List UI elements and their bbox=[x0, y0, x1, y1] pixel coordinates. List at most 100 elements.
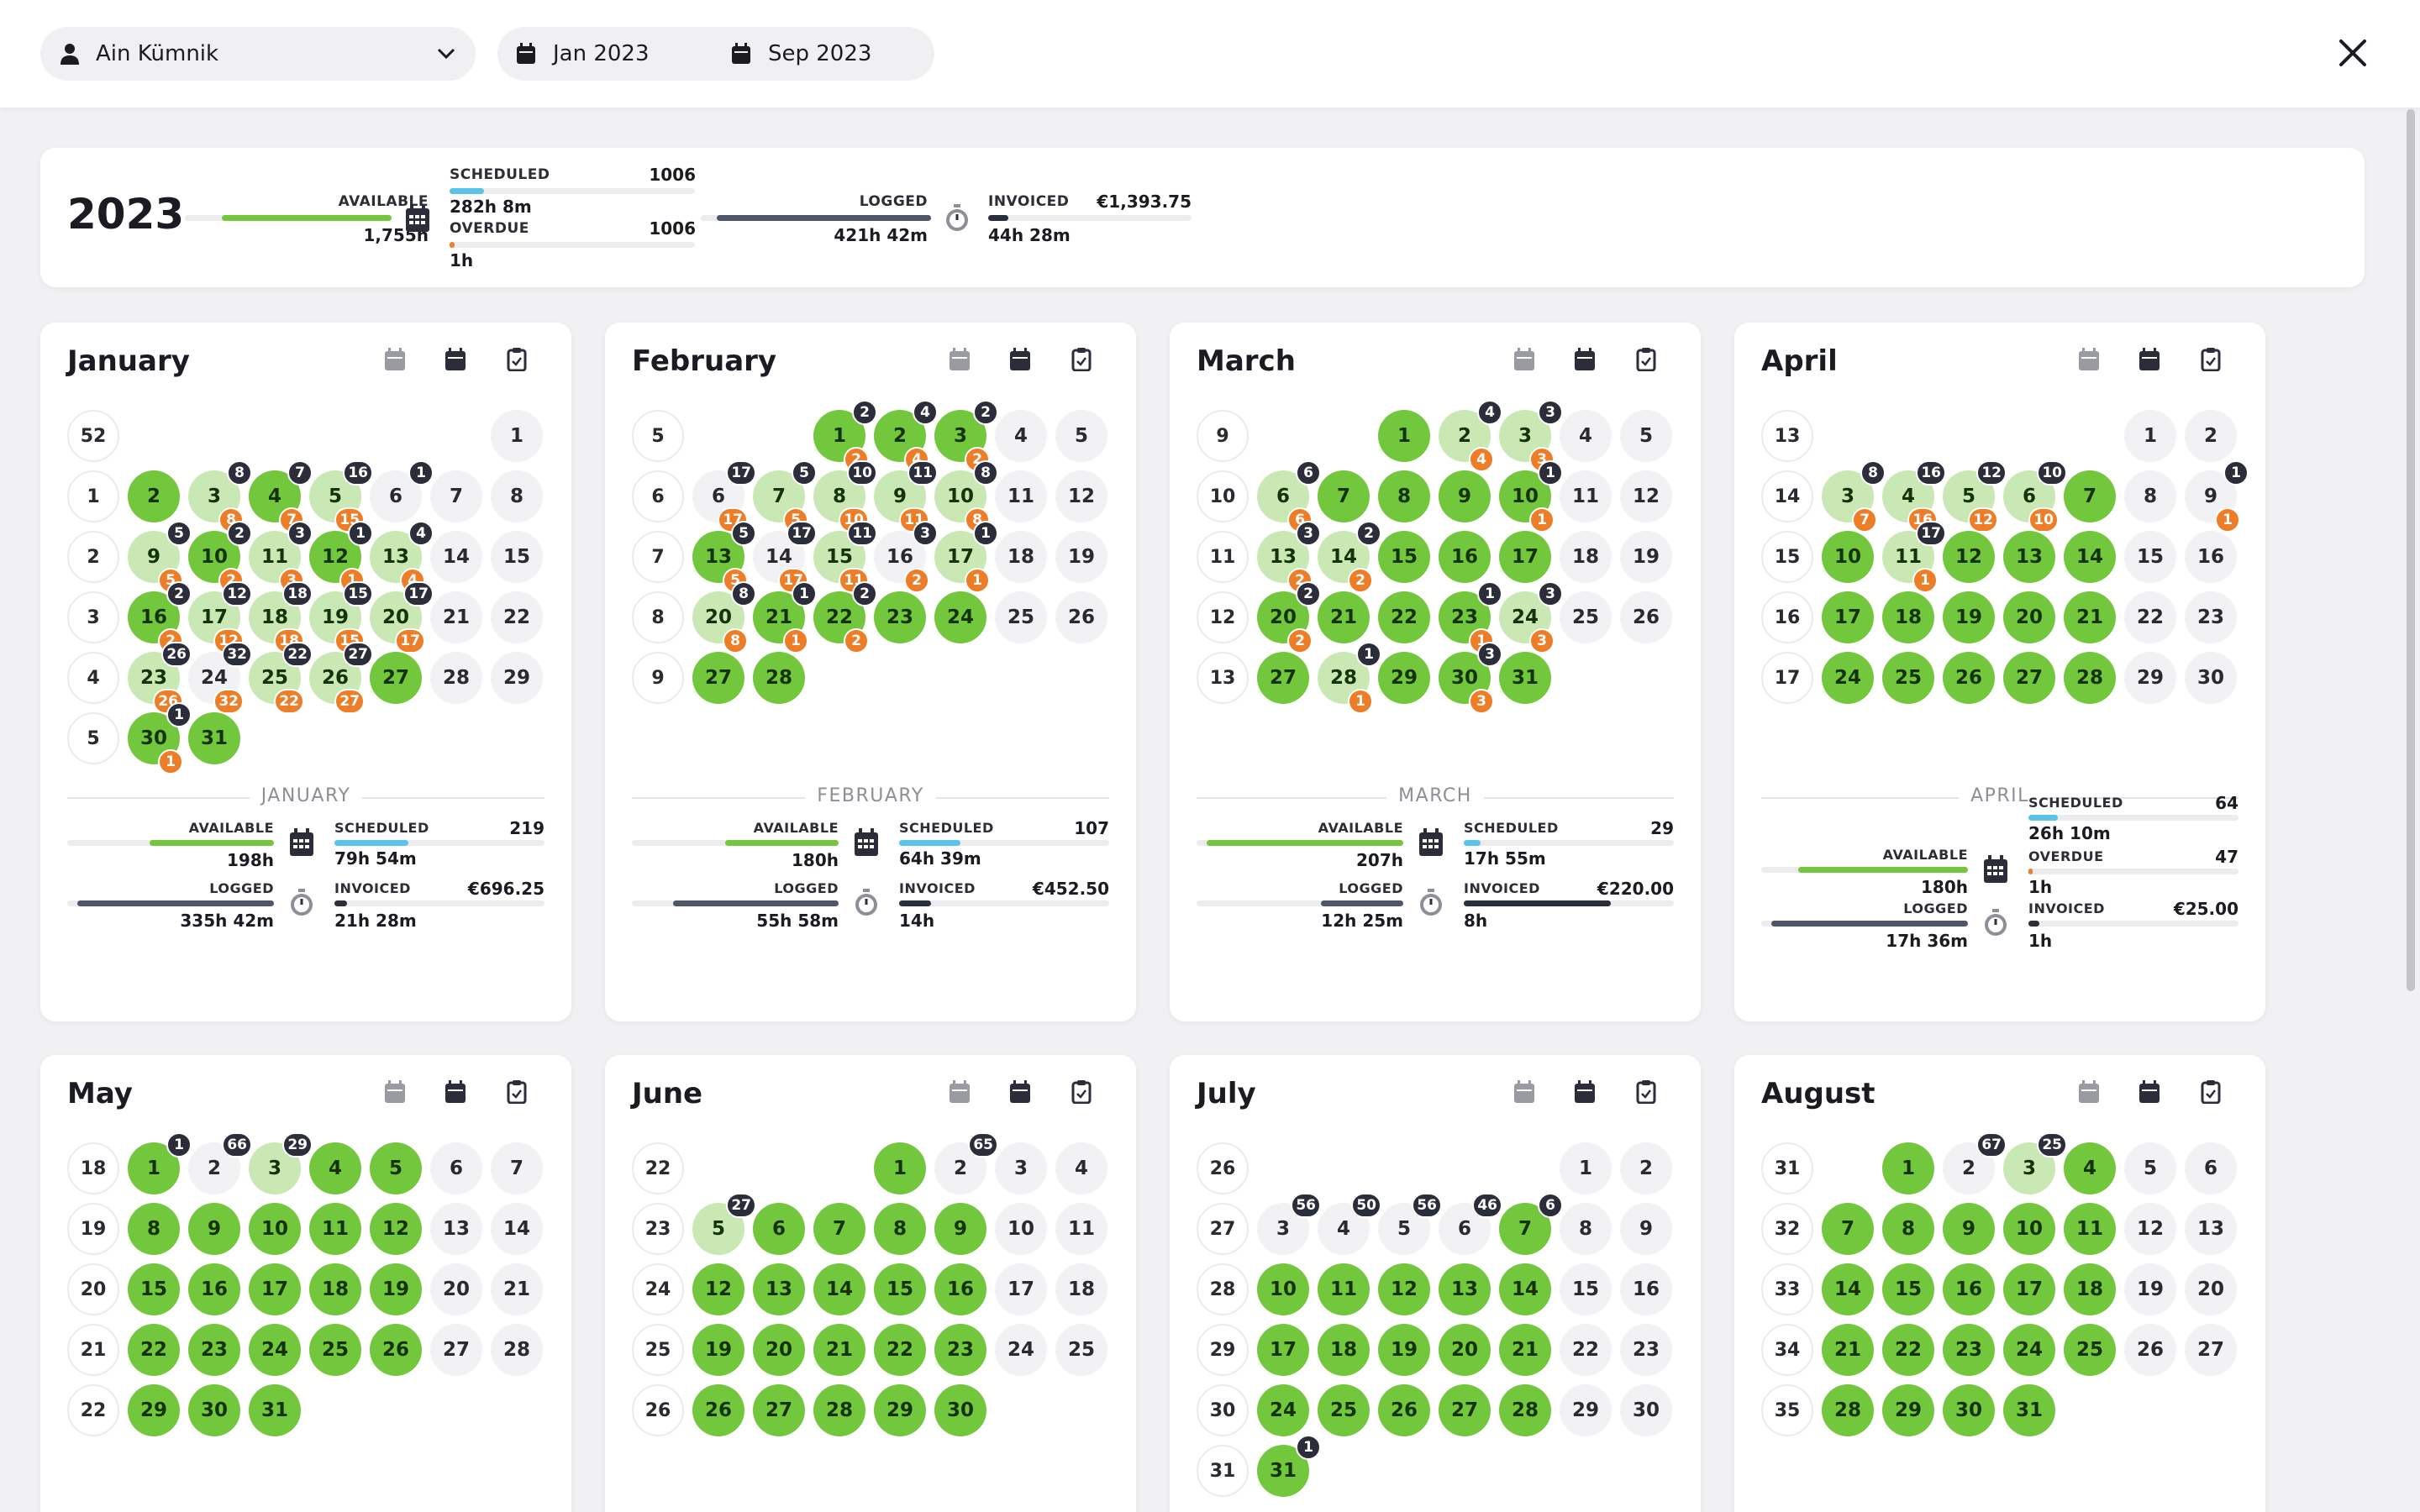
day-cell[interactable]: 22 bbox=[874, 1324, 926, 1376]
day-cell[interactable]: 4 bbox=[1055, 1142, 1107, 1194]
day-cell[interactable]: 17 bbox=[995, 1263, 1047, 1315]
day-cell[interactable]: 7 bbox=[813, 1203, 865, 1255]
day-cell[interactable]: 12 bbox=[692, 1263, 744, 1315]
day-cell[interactable]: 23 bbox=[934, 1324, 986, 1376]
day-cell[interactable]: 29 bbox=[1882, 1384, 1934, 1436]
day-cell[interactable]: 5 27 bbox=[692, 1193, 756, 1255]
day-cell[interactable]: 10 bbox=[1822, 531, 1874, 583]
day-cell[interactable]: 12 bbox=[370, 1203, 422, 1255]
day-cell[interactable]: 18 bbox=[1882, 591, 1934, 643]
day-cell[interactable]: 30 bbox=[1620, 1384, 1672, 1436]
day-cell[interactable]: 8 bbox=[491, 470, 543, 522]
calendar-outline-icon[interactable] bbox=[1513, 1080, 1535, 1104]
day-cell[interactable]: 5 bbox=[370, 1142, 422, 1194]
day-cell[interactable]: 2 67 bbox=[1943, 1132, 2007, 1194]
day-cell[interactable]: 25 bbox=[1055, 1324, 1107, 1376]
day-cell[interactable]: 14 bbox=[1822, 1263, 1874, 1315]
day-cell[interactable]: 15 bbox=[1882, 1263, 1934, 1315]
day-cell[interactable]: 22 bbox=[2124, 591, 2176, 643]
day-cell[interactable]: 20 2 2 bbox=[1257, 581, 1321, 654]
day-cell[interactable]: 16 bbox=[1943, 1263, 1995, 1315]
day-cell[interactable]: 29 bbox=[491, 652, 543, 704]
day-cell[interactable]: 14 bbox=[1499, 1263, 1551, 1315]
day-cell[interactable]: 6 10 10 bbox=[2003, 460, 2067, 533]
day-cell[interactable]: 11 bbox=[1055, 1203, 1107, 1255]
day-cell[interactable]: 2 65 bbox=[934, 1132, 998, 1194]
day-cell[interactable]: 12 1 1 bbox=[309, 521, 373, 593]
day-cell[interactable]: 5 bbox=[1055, 410, 1107, 462]
day-cell[interactable]: 26 bbox=[1620, 591, 1672, 643]
day-cell[interactable]: 12 bbox=[1378, 1263, 1430, 1315]
day-cell[interactable]: 18 bbox=[1055, 1263, 1107, 1315]
day-cell[interactable]: 4 50 bbox=[1318, 1193, 1381, 1255]
day-cell[interactable]: 8 10 10 bbox=[813, 460, 877, 533]
day-cell[interactable]: 17 bbox=[249, 1263, 301, 1315]
day-cell[interactable]: 29 bbox=[2124, 652, 2176, 704]
day-cell[interactable]: 27 bbox=[1257, 652, 1309, 704]
day-cell[interactable]: 19 bbox=[1620, 531, 1672, 583]
day-cell[interactable]: 3 bbox=[995, 1142, 1047, 1194]
calendar-outline-icon[interactable] bbox=[949, 348, 971, 371]
day-cell[interactable]: 23 26 26 bbox=[128, 642, 192, 714]
day-cell[interactable]: 25 22 22 bbox=[249, 642, 313, 714]
day-cell[interactable]: 20 bbox=[430, 1263, 482, 1315]
day-cell[interactable]: 30 bbox=[2185, 652, 2237, 704]
day-cell[interactable]: 13 5 5 bbox=[692, 521, 756, 593]
day-cell[interactable]: 1 bbox=[491, 410, 543, 462]
day-cell[interactable]: 8 bbox=[128, 1203, 180, 1255]
day-cell[interactable]: 21 bbox=[430, 591, 482, 643]
day-cell[interactable]: 25 bbox=[995, 591, 1047, 643]
day-cell[interactable]: 14 bbox=[491, 1203, 543, 1255]
day-cell[interactable]: 31 bbox=[249, 1384, 301, 1436]
day-cell[interactable]: 12 bbox=[2124, 1203, 2176, 1255]
day-cell[interactable]: 28 bbox=[813, 1384, 865, 1436]
day-cell[interactable]: 31 bbox=[188, 712, 240, 764]
day-cell[interactable]: 8 bbox=[1378, 470, 1430, 522]
day-cell[interactable]: 11 bbox=[2064, 1203, 2116, 1255]
day-cell[interactable]: 27 bbox=[370, 652, 422, 704]
day-cell[interactable]: 13 bbox=[753, 1263, 805, 1315]
day-cell[interactable]: 27 bbox=[2185, 1324, 2237, 1376]
clipboard-check-icon[interactable] bbox=[507, 1080, 529, 1105]
day-cell[interactable]: 10 bbox=[249, 1203, 301, 1255]
day-cell[interactable]: 10 bbox=[2003, 1203, 2055, 1255]
day-cell[interactable]: 31 bbox=[2003, 1384, 2055, 1436]
day-cell[interactable]: 23 bbox=[874, 591, 926, 643]
day-cell[interactable]: 21 bbox=[2064, 591, 2116, 643]
day-cell[interactable]: 19 bbox=[692, 1324, 744, 1376]
clipboard-check-icon[interactable] bbox=[2201, 1080, 2223, 1105]
day-cell[interactable]: 28 bbox=[491, 1324, 543, 1376]
day-cell[interactable]: 5 16 15 bbox=[309, 460, 373, 533]
day-cell[interactable]: 24 32 32 bbox=[188, 642, 252, 714]
day-cell[interactable]: 5 12 12 bbox=[1943, 460, 2007, 533]
day-cell[interactable]: 20 bbox=[753, 1324, 805, 1376]
clipboard-check-icon[interactable] bbox=[2201, 348, 2223, 372]
day-cell[interactable]: 22 bbox=[1560, 1324, 1612, 1376]
day-cell[interactable]: 24 bbox=[249, 1324, 301, 1376]
day-cell[interactable]: 13 bbox=[2003, 531, 2055, 583]
day-cell[interactable]: 20 17 17 bbox=[370, 581, 434, 654]
day-cell[interactable]: 26 bbox=[1055, 591, 1107, 643]
day-cell[interactable]: 23 bbox=[188, 1324, 240, 1376]
day-cell[interactable]: 17 bbox=[1822, 591, 1874, 643]
day-cell[interactable]: 8 bbox=[1560, 1203, 1612, 1255]
day-cell[interactable]: 6 46 bbox=[1439, 1193, 1502, 1255]
calendar-icon[interactable] bbox=[1009, 1080, 1031, 1104]
day-cell[interactable]: 13 3 2 bbox=[1257, 521, 1321, 593]
date-from[interactable]: Jan 2023 bbox=[553, 41, 650, 66]
day-cell[interactable]: 17 bbox=[1499, 531, 1551, 583]
day-cell[interactable]: 1 bbox=[1882, 1142, 1934, 1194]
day-cell[interactable]: 18 bbox=[1560, 531, 1612, 583]
day-cell[interactable]: 9 bbox=[1943, 1203, 1995, 1255]
day-cell[interactable]: 20 bbox=[2185, 1263, 2237, 1315]
day-cell[interactable]: 16 bbox=[1620, 1263, 1672, 1315]
day-cell[interactable]: 28 bbox=[753, 652, 805, 704]
date-range-picker[interactable]: Jan 2023 Sep 2023 bbox=[497, 27, 934, 81]
day-cell[interactable]: 27 bbox=[1439, 1384, 1491, 1436]
day-cell[interactable]: 25 bbox=[1882, 652, 1934, 704]
